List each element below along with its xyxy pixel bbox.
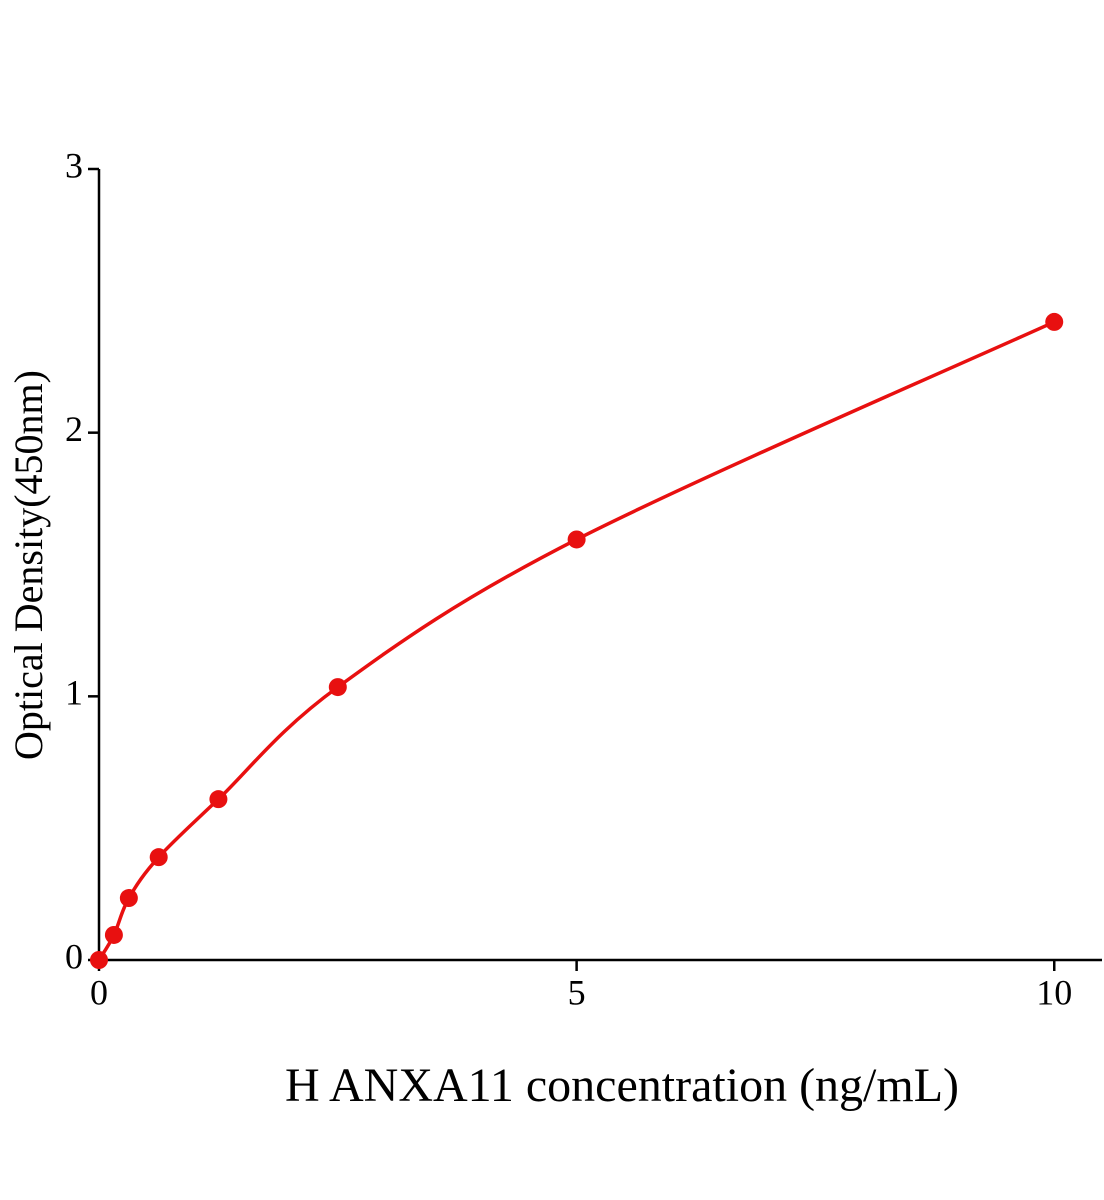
x-tick-label: 10	[1036, 972, 1072, 1012]
data-point	[567, 530, 586, 549]
y-tick-label: 3	[65, 145, 83, 185]
x-tick-label: 5	[568, 972, 586, 1012]
data-point	[149, 848, 168, 867]
data-point	[104, 925, 123, 944]
y-tick-label: 2	[65, 409, 83, 449]
data-point	[90, 951, 108, 969]
y-tick-label: 0	[65, 936, 83, 976]
x-tick-label: 0	[90, 972, 108, 1012]
x-axis-title: H ANXA11 concentration (ng/mL)	[285, 1059, 959, 1112]
y-tick-label: 1	[65, 673, 83, 713]
data-point	[328, 678, 347, 697]
y-axis-title: Optical Density(450nm)	[6, 370, 51, 760]
data-point	[119, 889, 138, 908]
data-point	[1045, 312, 1064, 331]
data-point	[209, 790, 228, 809]
fit-curve	[97, 320, 1055, 961]
